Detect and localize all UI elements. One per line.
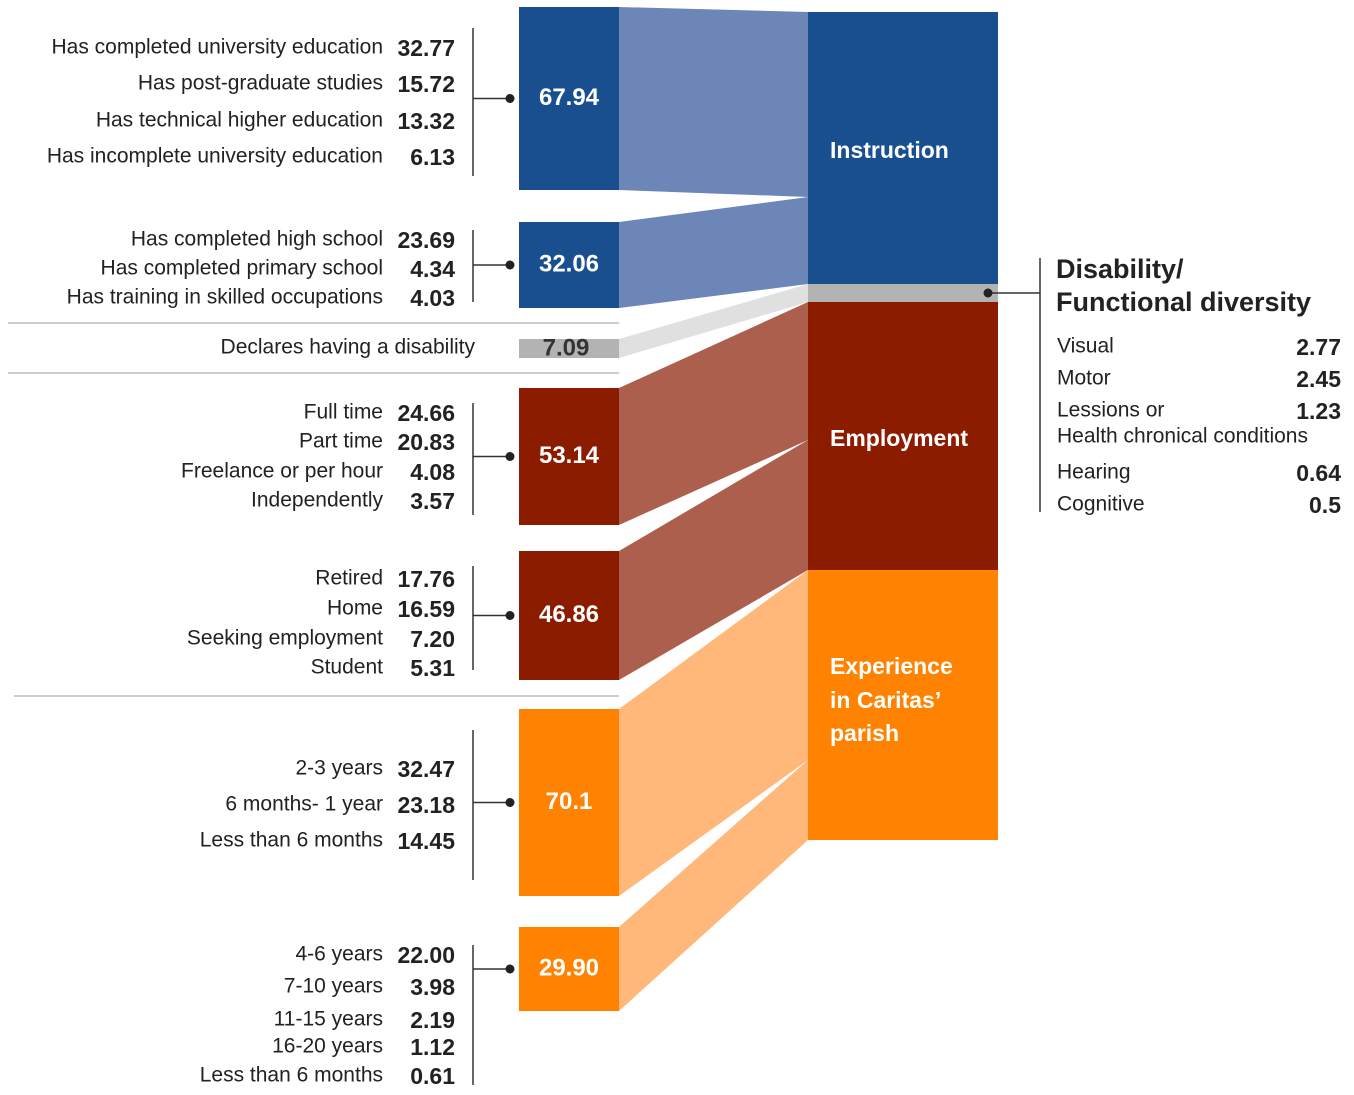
item-label: Has completed high school [131, 228, 383, 251]
item-label: Has completed primary school [101, 257, 383, 280]
connector-dot [505, 964, 515, 974]
item-label: 4-6 years [295, 943, 383, 966]
category-label: in Caritas’ [830, 687, 941, 713]
item-value: 3.98 [410, 974, 455, 1000]
flow [619, 440, 808, 680]
item-label: Has technical higher education [96, 109, 383, 132]
panel-title: Disability/ [1056, 254, 1184, 284]
group-value: 70.1 [546, 788, 593, 815]
item-label: Independently [251, 489, 383, 512]
item-value: 3.57 [410, 488, 455, 514]
panel-item-label: Cognitive [1057, 493, 1145, 516]
item-value: 17.76 [397, 566, 455, 592]
panel-item-label: Motor [1057, 367, 1111, 390]
item-value: 6.13 [410, 144, 455, 170]
item-value: 20.83 [397, 429, 455, 455]
panel-item-value: 2.45 [1296, 366, 1341, 392]
item-value: 32.77 [397, 35, 455, 61]
group-value: 32.06 [539, 250, 599, 277]
item-label: Home [327, 597, 383, 620]
panel-item-value: 1.23 [1296, 398, 1341, 424]
item-label: Seeking employment [187, 627, 383, 650]
item-value: 24.66 [397, 400, 455, 426]
item-label: Less than 6 months [200, 1064, 383, 1087]
panel-item-label: Lessions or [1057, 399, 1164, 422]
item-label: Has completed university education [51, 36, 383, 59]
flow [619, 284, 808, 358]
flow [619, 570, 808, 896]
connector-dot [505, 260, 515, 270]
flow [619, 7, 808, 197]
item-value: 32.47 [397, 756, 455, 782]
item-value: 1.12 [410, 1034, 455, 1060]
item-value: 23.69 [397, 227, 455, 253]
connector-dot [505, 611, 515, 620]
flow [619, 302, 808, 525]
item-value: 16.59 [397, 596, 455, 622]
disability-band [808, 284, 998, 302]
item-label: Less than 6 months [200, 829, 383, 852]
connector-dot [983, 288, 993, 298]
flow [619, 760, 808, 1011]
group-value: 46.86 [539, 601, 599, 628]
panel-item-value: 0.64 [1296, 460, 1341, 486]
group-value: 29.90 [539, 954, 599, 981]
item-label: Full time [304, 401, 383, 424]
group-box [519, 927, 619, 1011]
panel-item-label: Hearing [1057, 461, 1131, 484]
item-value: 4.08 [410, 459, 455, 485]
item-value: 7.20 [410, 626, 455, 652]
item-label: 7-10 years [284, 975, 383, 998]
group-value: 53.14 [539, 442, 600, 469]
item-value: 15.72 [397, 71, 455, 97]
category-label: Experience [830, 653, 953, 679]
disability-box [519, 339, 619, 358]
item-label: Has incomplete university education [47, 145, 383, 168]
panel-item-value: 0.5 [1309, 492, 1341, 518]
item-value: 13.32 [397, 108, 455, 134]
panel-item-label: Visual [1057, 335, 1114, 358]
item-label: 16-20 years [272, 1035, 383, 1058]
connector-dot [505, 452, 515, 461]
group-box [519, 551, 619, 680]
panel-item-value: 2.77 [1296, 334, 1341, 360]
item-value: 2.19 [410, 1007, 455, 1033]
item-label: Retired [315, 567, 383, 590]
item-label: 11-15 years [274, 1008, 383, 1031]
item-label: Part time [299, 430, 383, 453]
item-value: 4.34 [410, 256, 455, 282]
item-label: 2-3 years [295, 757, 383, 780]
group-box [519, 222, 619, 308]
connector-dot [505, 798, 515, 807]
item-value: 5.31 [410, 655, 455, 681]
item-label: 6 months- 1 year [225, 793, 383, 816]
item-label: Has post-graduate studies [138, 72, 383, 95]
group-box [519, 7, 619, 190]
item-value: 14.45 [397, 828, 455, 854]
item-value: 0.61 [410, 1063, 455, 1089]
panel-item-label: Health chronical conditions [1057, 425, 1308, 448]
connector-dot [505, 94, 515, 103]
item-value: 22.00 [397, 942, 455, 968]
disability-value: 7.09 [543, 334, 590, 361]
item-value: 23.18 [397, 792, 455, 818]
group-box [519, 388, 619, 525]
item-label: Freelance or per hour [181, 460, 383, 483]
disability-label: Declares having a disability [221, 336, 476, 359]
panel-title: Functional diversity [1056, 287, 1311, 317]
category-block [808, 570, 998, 840]
group-box [519, 709, 619, 896]
group-value: 67.94 [539, 84, 600, 111]
item-label: Has training in skilled occupations [67, 286, 383, 309]
category-label: parish [830, 720, 899, 746]
item-label: Student [311, 656, 384, 679]
category-label: Employment [830, 425, 968, 451]
category-label: Instruction [830, 137, 949, 163]
category-block [808, 302, 998, 570]
flow [619, 197, 808, 308]
category-block [808, 12, 998, 284]
item-value: 4.03 [410, 285, 455, 311]
